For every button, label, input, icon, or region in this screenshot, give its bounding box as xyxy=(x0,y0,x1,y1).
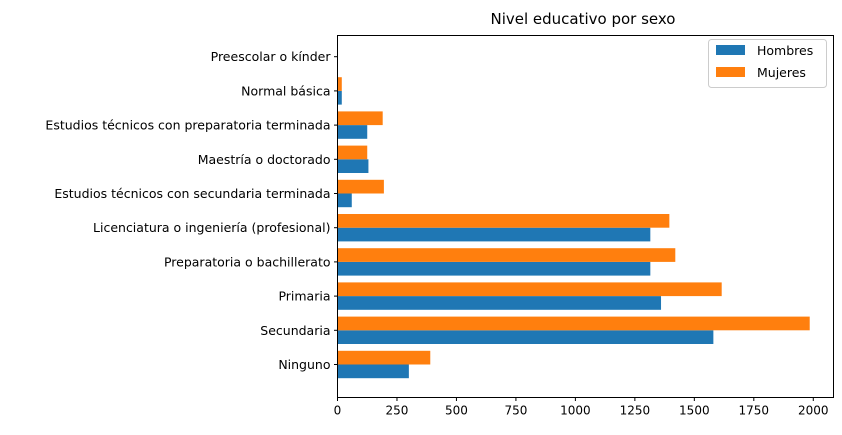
y-tick-label: Primaria xyxy=(278,289,330,304)
bar-mujeres xyxy=(337,316,810,331)
bar-mujeres xyxy=(337,282,722,297)
bar-hombres xyxy=(337,364,409,379)
y-tick-label: Secundaria xyxy=(260,323,330,338)
y-tick-label: Maestría o doctorado xyxy=(198,152,331,167)
bar-hombres xyxy=(337,296,662,310)
bar-hombres xyxy=(337,125,368,139)
y-tick-label: Estudios técnicos con secundaria termina… xyxy=(54,186,330,201)
bar-hombres xyxy=(337,227,651,242)
y-axis: Ninguno Secundaria Primaria Preparatoria o … xyxy=(45,49,338,372)
x-tick-label: 1000 xyxy=(560,404,591,418)
y-tick-label: Estudios técnicos con preparatoria termi… xyxy=(45,118,330,133)
x-tick-label: 500 xyxy=(445,404,468,418)
bar-mujeres xyxy=(337,214,670,228)
x-tick-label: 2000 xyxy=(798,404,829,418)
x-tick-label: 1750 xyxy=(739,404,770,418)
bar-mujeres xyxy=(337,248,676,262)
bar-hombres xyxy=(337,90,342,105)
bar-mujeres xyxy=(337,111,383,126)
x-axis: 0 250 500 750 1000 1250 1500 1750 2000 xyxy=(334,397,829,418)
bar-hombres xyxy=(337,193,352,208)
y-tick-label: Ninguno xyxy=(278,357,330,372)
legend: Hombres Mujeres xyxy=(708,39,827,88)
bar-hombres xyxy=(337,159,369,173)
x-tick-label: 250 xyxy=(386,404,409,418)
legend-label-hombres: Hombres xyxy=(757,43,813,58)
x-tick-label: 750 xyxy=(504,404,527,418)
bar-mujeres xyxy=(337,77,342,91)
y-tick-label: Preescolar o kínder xyxy=(211,49,332,64)
bar-mujeres xyxy=(337,350,431,365)
plot-frame xyxy=(337,35,834,398)
bar-mujeres xyxy=(337,179,384,194)
bar-hombres xyxy=(337,261,651,276)
chart-title: Nivel educativo por sexo xyxy=(490,10,675,28)
legend-swatch-hombres xyxy=(716,45,745,55)
bar-mujeres xyxy=(337,145,368,160)
bars-group xyxy=(337,77,810,379)
y-tick-label: Preparatoria o bachillerato xyxy=(164,254,331,269)
y-tick-label: Licenciatura o ingeniería (profesional) xyxy=(93,220,330,235)
legend-swatch-mujeres xyxy=(716,67,745,77)
y-tick-label: Normal básica xyxy=(241,83,330,98)
x-tick-label: 1250 xyxy=(620,404,651,418)
x-tick-label: 1500 xyxy=(679,404,710,418)
x-tick-label: 0 xyxy=(334,404,342,418)
legend-label-mujeres: Mujeres xyxy=(757,65,806,80)
bar-hombres xyxy=(337,330,714,344)
